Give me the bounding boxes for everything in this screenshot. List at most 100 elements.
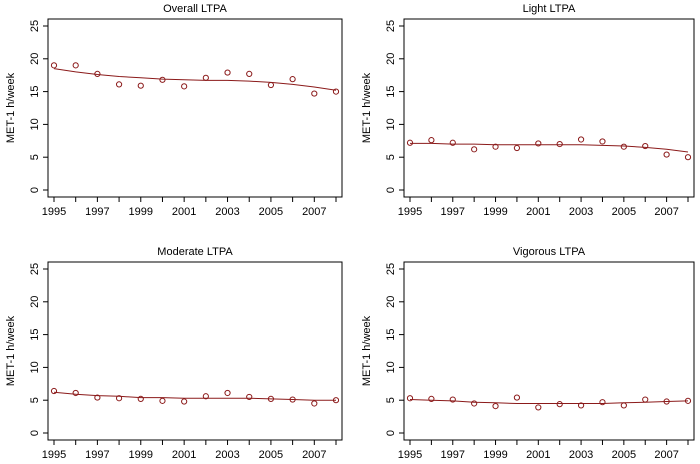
data-point: [492, 143, 499, 150]
plot-frame: [47, 261, 343, 441]
x-tick-label: 2005: [612, 206, 636, 218]
data-point: [599, 138, 606, 145]
data-point: [311, 90, 318, 97]
data-point: [492, 403, 499, 410]
data-point: [202, 393, 209, 400]
x-tick-label: 1999: [129, 206, 153, 218]
y-tick-label: 20: [29, 53, 41, 65]
y-axis-label: MET-1 h/week: [361, 72, 373, 143]
data-point: [406, 395, 414, 402]
data-point: [471, 400, 478, 407]
data-point: [513, 394, 521, 401]
data-point: [642, 142, 649, 150]
data-point: [311, 400, 318, 407]
data-point: [50, 62, 58, 69]
y-tick-label: 0: [385, 187, 397, 193]
x-tick-label: 2007: [654, 449, 678, 461]
x-tick-label: 2007: [654, 206, 678, 218]
data-point: [513, 144, 521, 152]
data-point: [50, 387, 58, 395]
trend-line: [53, 391, 336, 401]
data-point: [246, 70, 253, 77]
plot-frame: [403, 261, 695, 441]
data-point: [663, 151, 670, 158]
y-tick-label: 10: [385, 118, 397, 130]
data-point: [577, 402, 585, 409]
data-point: [224, 389, 231, 397]
data-point: [332, 88, 340, 95]
data-point: [684, 397, 692, 404]
y-tick-label: 20: [385, 53, 397, 65]
y-tick-label: 5: [29, 397, 41, 403]
data-point: [181, 83, 188, 90]
data-point: [159, 76, 166, 83]
data-point: [246, 393, 253, 401]
y-tick-label: 0: [29, 187, 41, 193]
x-tick-label: 2001: [526, 449, 550, 461]
data-point: [406, 139, 414, 146]
data-point: [556, 140, 563, 148]
y-tick-label: 20: [385, 296, 397, 308]
y-tick-label: 20: [29, 296, 41, 308]
panel-title: Moderate LTPA: [157, 246, 233, 258]
panel-2: Light LTPA MET-1 h/week 0 5 10 15 20 25 1995 1997…: [361, 3, 695, 218]
data-point: [115, 81, 123, 88]
x-tick-label: 2003: [215, 206, 239, 218]
data-point: [663, 398, 670, 405]
data-point: [202, 74, 209, 81]
x-tick-label: 2005: [259, 206, 283, 218]
x-tick-label: 1995: [42, 449, 66, 461]
y-tick-label: 15: [29, 85, 41, 97]
data-point: [332, 397, 340, 404]
y-tick-label: 10: [29, 361, 41, 373]
data-point: [428, 137, 435, 144]
y-tick-label: 0: [385, 430, 397, 436]
data-point: [159, 397, 166, 404]
y-tick-label: 25: [385, 263, 397, 275]
x-tick-label: 1995: [398, 449, 422, 461]
x-tick-label: 2003: [569, 206, 593, 218]
y-tick-label: 10: [385, 361, 397, 373]
panel-4: Vigorous LTPA MET-1 h/week 0 5 10 15 20 25 1995 1…: [361, 246, 695, 461]
data-point: [556, 401, 563, 408]
panel-1: Overall LTPA MET-1 h/week 0 5 10 15 20 25 1995 19…: [5, 3, 343, 218]
y-tick-label: 15: [385, 328, 397, 340]
panel-3: Moderate LTPA MET-1 h/week 0 5 10 15 20 25 1995 1…: [5, 246, 343, 461]
y-tick-label: 25: [29, 263, 41, 275]
x-tick-label: 2005: [259, 449, 283, 461]
data-point: [684, 154, 692, 161]
data-point: [471, 146, 478, 153]
data-point: [267, 81, 275, 89]
x-tick-label: 1997: [441, 206, 465, 218]
y-tick-label: 10: [29, 118, 41, 130]
x-tick-label: 1999: [483, 449, 507, 461]
data-point: [620, 143, 627, 150]
data-point: [449, 396, 456, 403]
panel-title: Light LTPA: [523, 3, 576, 15]
y-tick-label: 0: [29, 430, 41, 436]
x-tick-label: 2007: [302, 449, 326, 461]
x-tick-label: 1995: [398, 206, 422, 218]
y-axis-label: MET-1 h/week: [5, 315, 17, 386]
plot-frame: [403, 18, 695, 198]
data-point: [181, 398, 188, 405]
trend-line: [410, 142, 689, 153]
y-tick-label: 5: [385, 397, 397, 403]
x-tick-label: 2001: [172, 449, 196, 461]
data-point: [428, 395, 435, 402]
data-point: [535, 404, 542, 411]
y-tick-label: 25: [29, 20, 41, 32]
data-point: [267, 395, 275, 402]
data-point: [449, 139, 456, 146]
x-tick-label: 1997: [85, 206, 109, 218]
data-point: [577, 136, 585, 143]
x-tick-label: 1997: [441, 449, 465, 461]
data-point: [137, 395, 144, 402]
x-tick-label: 1995: [42, 206, 66, 218]
x-tick-label: 1999: [129, 449, 153, 461]
data-point: [224, 69, 231, 76]
x-tick-label: 2003: [569, 449, 593, 461]
data-point: [137, 82, 144, 89]
x-tick-label: 2003: [215, 449, 239, 461]
x-tick-label: 2001: [172, 206, 196, 218]
